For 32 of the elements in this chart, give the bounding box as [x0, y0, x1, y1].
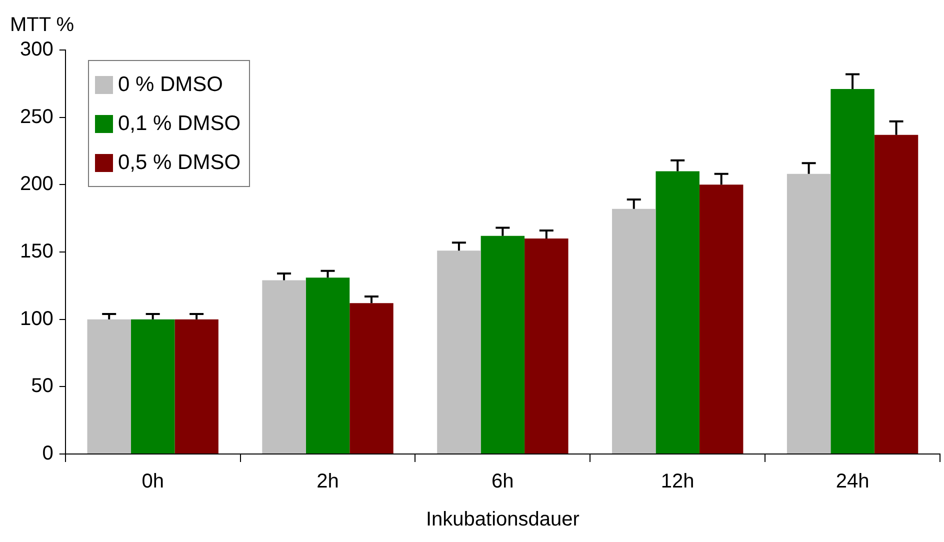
- y-tick-label: 150: [20, 240, 54, 263]
- legend-label: 0 % DMSO: [118, 72, 224, 96]
- x-axis-title: Inkubationsdauer: [426, 508, 580, 531]
- bar: [612, 208, 656, 454]
- y-tick-label: 200: [20, 173, 54, 196]
- bar: [350, 303, 394, 454]
- bar: [656, 171, 700, 454]
- y-tick-label: 250: [20, 106, 54, 128]
- bar: [87, 319, 131, 454]
- legend-label: 0,1 % DMSO: [118, 112, 241, 136]
- y-axis-title: MTT %: [10, 14, 74, 37]
- bar: [174, 319, 218, 454]
- y-tick-label: 0: [42, 442, 54, 465]
- y-tick-label: 100: [20, 308, 54, 330]
- x-tick-label: 12h: [660, 470, 694, 493]
- x-tick-label: 2h: [316, 470, 339, 493]
- bar: [699, 184, 744, 454]
- bar: [786, 174, 831, 454]
- x-tick-label: 0h: [142, 470, 164, 493]
- bar: [524, 238, 568, 454]
- legend-label: 0,5 % DMSO: [118, 150, 241, 174]
- bar: [874, 134, 918, 454]
- bar: [437, 250, 481, 454]
- bar: [830, 89, 874, 454]
- bar: [480, 236, 525, 454]
- x-tick-label: 6h: [492, 470, 514, 493]
- bar: [130, 319, 175, 454]
- y-tick-label: 50: [31, 375, 54, 398]
- y-tick-label: 300: [20, 38, 54, 61]
- bar: [306, 278, 350, 454]
- x-tick-label: 24h: [836, 470, 870, 493]
- bar: [262, 280, 306, 454]
